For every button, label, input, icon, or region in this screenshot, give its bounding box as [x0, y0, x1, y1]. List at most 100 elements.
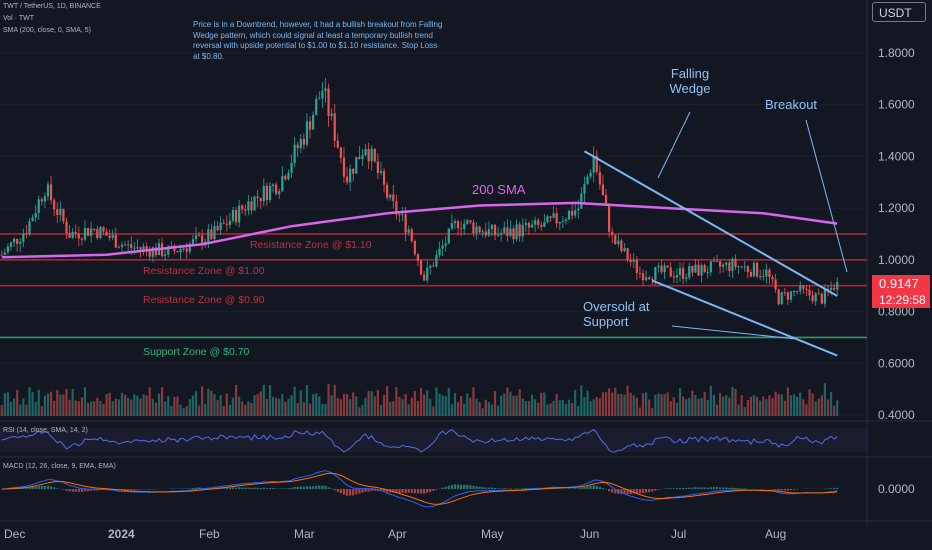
volume-bar [234, 385, 238, 416]
volume-bar [111, 401, 114, 416]
candle-body [586, 176, 589, 184]
candle-body [685, 277, 688, 279]
candle-body [537, 220, 540, 226]
macd-histogram-bar [577, 488, 580, 489]
volume-bar [577, 406, 580, 416]
volume-bar [333, 384, 336, 416]
macd-histogram-bar [450, 484, 453, 489]
candle-body [555, 213, 558, 224]
candle-body [574, 210, 577, 216]
volume-bar [561, 399, 564, 416]
volume-bar [225, 393, 228, 416]
macd-histogram-bar [253, 487, 256, 489]
candle-body [426, 267, 429, 281]
macd-histogram-bar [706, 487, 709, 489]
volume-bar [722, 396, 725, 416]
volume-bar [312, 394, 315, 416]
volume-bar [275, 397, 278, 416]
macd-histogram-bar [241, 487, 244, 489]
volume-bar [318, 396, 321, 416]
candle-body [746, 266, 749, 272]
candle-body [148, 249, 151, 257]
macd-histogram-bar [49, 486, 53, 489]
candle-body [691, 266, 694, 273]
volume-bar [555, 394, 558, 416]
volume-bar [358, 407, 361, 416]
volume-bar [114, 398, 117, 416]
volume-bar [265, 398, 268, 416]
macd-histogram-bar [31, 486, 34, 489]
candle-body [108, 235, 111, 238]
volume-bar [423, 394, 426, 416]
candle-body [623, 248, 626, 252]
macd-pane [1, 470, 839, 508]
candle-body [299, 138, 302, 149]
volume-bar [268, 385, 272, 416]
candle-body [117, 247, 121, 249]
volume-bar [287, 398, 290, 416]
volume-bar [589, 401, 592, 416]
volume-bar [133, 394, 136, 416]
macd-histogram-bar [56, 488, 59, 489]
volume-bar [12, 398, 16, 416]
candle-body [771, 277, 774, 280]
candle-body [179, 248, 182, 253]
macd-histogram-bar [268, 487, 272, 489]
volume-bar [93, 401, 96, 416]
macd-histogram-bar [250, 487, 253, 489]
volume-bar [700, 397, 703, 416]
macd-histogram-bar [228, 487, 231, 489]
volume-bar [40, 406, 43, 416]
volume-bar [595, 397, 598, 416]
macd-histogram-bar [685, 488, 688, 489]
volume-bar [231, 397, 235, 416]
candle-body [355, 156, 358, 174]
volume-bar [364, 397, 367, 416]
macd-histogram-bar [567, 488, 571, 489]
volume-bar [182, 408, 185, 416]
candle-body [327, 88, 330, 116]
candle-body [805, 288, 808, 290]
macd-histogram-bar [37, 486, 40, 489]
price-axis: 1.8000 1.6000 1.4000 1.2000 1.0000 0.8000 0.60… [878, 46, 915, 496]
rsi-pane [0, 428, 867, 453]
macd-histogram-bar [416, 489, 420, 494]
macd-histogram-bar [444, 486, 447, 489]
candle-body [823, 288, 827, 304]
candle-body [16, 238, 19, 244]
volume-bar [497, 405, 500, 416]
candle-body [817, 293, 820, 295]
volume-bar [49, 391, 53, 416]
candle-body [546, 216, 549, 223]
macd-histogram-bar [786, 489, 790, 491]
macd-histogram-bar [441, 487, 444, 489]
macd-histogram-bar [672, 488, 675, 489]
macd-histogram-bar [620, 489, 623, 495]
volume-bar [833, 405, 836, 416]
volume-bar [25, 404, 28, 416]
wedge-lower-line [651, 279, 838, 357]
volume-bar [632, 395, 635, 416]
candle-body [657, 265, 660, 268]
candle-body [40, 199, 43, 202]
volume-bar [796, 396, 799, 416]
candle-body [530, 224, 534, 228]
candle-body [826, 288, 830, 290]
candle-body [339, 147, 342, 158]
candle-body [435, 255, 438, 267]
candle-body [56, 209, 59, 215]
candle-body [583, 183, 586, 194]
macd-histogram-bar [83, 489, 87, 492]
currency-badge[interactable]: USDT [872, 2, 926, 22]
volume-bar [734, 388, 737, 416]
volume-bar [651, 407, 654, 416]
candle-body [527, 222, 531, 228]
volume-bar [204, 403, 207, 416]
volume-bar [768, 395, 771, 416]
volume-bar [626, 385, 629, 416]
candle-body [429, 265, 432, 268]
volume-bar [210, 390, 213, 416]
candle-body [475, 226, 478, 234]
volume-bar [786, 387, 790, 416]
